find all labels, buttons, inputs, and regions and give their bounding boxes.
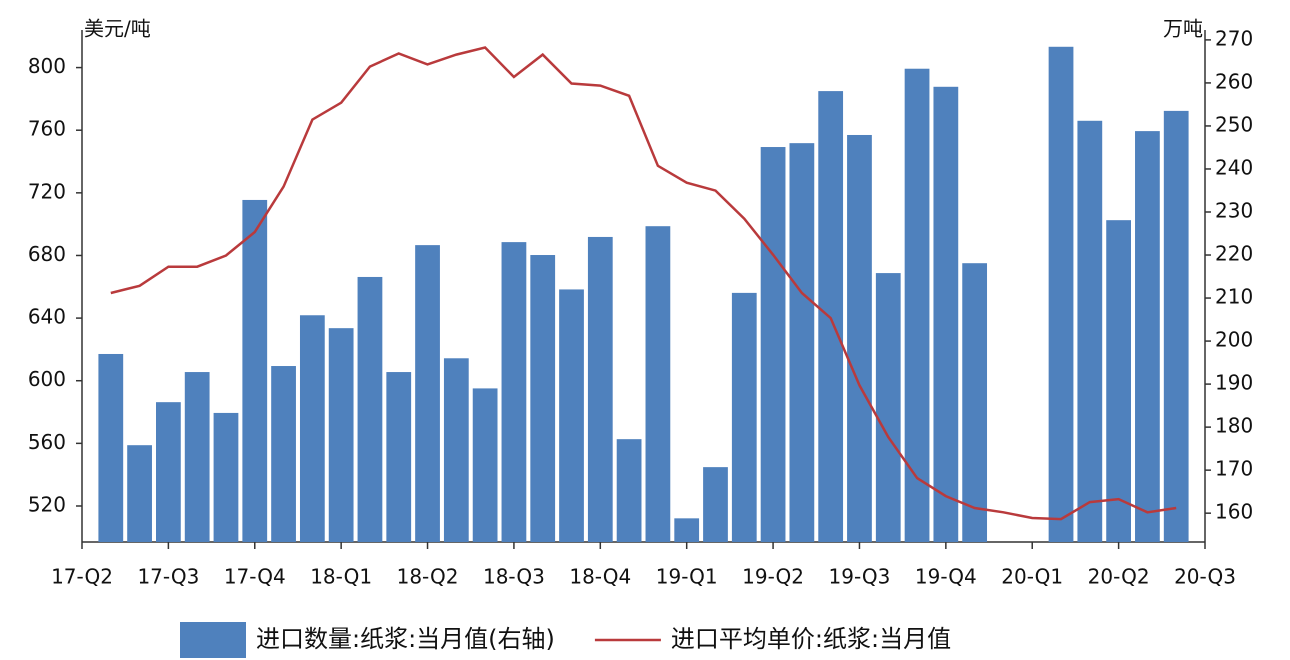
y2-tick-label: 190: [1215, 371, 1253, 395]
bar: [1163, 110, 1189, 543]
y2-tick-label: 170: [1215, 457, 1253, 481]
x-tick-label: 20-Q2: [1088, 565, 1150, 589]
bar: [645, 226, 671, 543]
y-tick-label: 720: [28, 179, 66, 203]
y-axis-unit: 美元/吨: [84, 17, 151, 41]
bar: [271, 366, 296, 542]
line: [110, 46, 1177, 521]
x-tick-label: 19-Q3: [829, 565, 891, 589]
x-tick-label: 19-Q1: [656, 565, 718, 589]
y2-tick-label: 230: [1215, 198, 1253, 222]
bar: [847, 134, 872, 542]
bar: [1106, 220, 1131, 542]
y-tick-label: 800: [28, 54, 66, 78]
bar: [213, 412, 239, 542]
y-tick-label: 520: [28, 492, 66, 516]
y2-tick-label: 220: [1215, 242, 1253, 266]
x-tick-label: 17-Q2: [51, 565, 113, 589]
legend-swatch: [180, 622, 246, 658]
bar: [357, 276, 383, 542]
legend-label: 进口数量:纸浆:当月值(右轴): [256, 625, 555, 653]
y2-tick-label: 200: [1215, 328, 1253, 352]
x-tick-label: 19-Q2: [742, 565, 804, 589]
bar: [443, 358, 469, 542]
y2-axis-unit: 万吨: [1163, 17, 1203, 41]
bar: [904, 68, 930, 542]
legend-label: 进口平均单价:纸浆:当月值: [671, 625, 951, 653]
y2-tick-label: 210: [1215, 285, 1253, 309]
bar: [703, 467, 728, 542]
bar: [415, 245, 440, 543]
x-tick-label: 17-Q3: [137, 565, 199, 589]
y-tick-label: 680: [28, 242, 66, 266]
bar: [299, 315, 325, 542]
y-tick-label: 560: [28, 430, 66, 454]
bar: [875, 273, 901, 542]
x-tick-label: 19-Q4: [915, 565, 977, 589]
x-tick-label: 18-Q3: [483, 565, 545, 589]
y2-tick-label: 260: [1215, 69, 1253, 93]
x-tick-label: 18-Q4: [569, 565, 631, 589]
bar: [156, 402, 181, 542]
x-tick-label: 18-Q1: [310, 565, 372, 589]
y-tick-label: 760: [28, 117, 66, 141]
y2-tick-label: 180: [1215, 414, 1253, 438]
y2-tick-label: 240: [1215, 155, 1253, 179]
bar: [674, 518, 700, 542]
bar: [789, 143, 815, 542]
y-tick-label: 640: [28, 305, 66, 329]
x-tick-label: 20-Q1: [1001, 565, 1063, 589]
y-tick-label: 600: [28, 367, 66, 391]
y2-tick-label: 270: [1215, 26, 1253, 50]
bar: [242, 199, 268, 542]
x-tick-label: 17-Q4: [224, 565, 286, 589]
bar: [472, 388, 498, 542]
x-tick-label: 18-Q2: [397, 565, 459, 589]
bar: [616, 439, 642, 542]
bar: [1048, 46, 1074, 542]
bar: [760, 147, 786, 542]
bar: [559, 289, 584, 542]
bar: [184, 372, 210, 542]
bar: [731, 292, 757, 542]
y2-tick-label: 250: [1215, 112, 1253, 136]
bar: [530, 255, 556, 542]
x-tick-label: 20-Q3: [1174, 565, 1236, 589]
y2-tick-label: 160: [1215, 500, 1253, 524]
bar: [98, 353, 124, 542]
bar: [1077, 120, 1103, 542]
bar: [1135, 131, 1160, 542]
bar: [587, 236, 613, 542]
bar: [501, 242, 527, 542]
bar: [962, 263, 988, 542]
bar: [933, 86, 959, 542]
bar: [127, 445, 152, 542]
bar: [328, 328, 354, 542]
bar: [386, 372, 412, 542]
